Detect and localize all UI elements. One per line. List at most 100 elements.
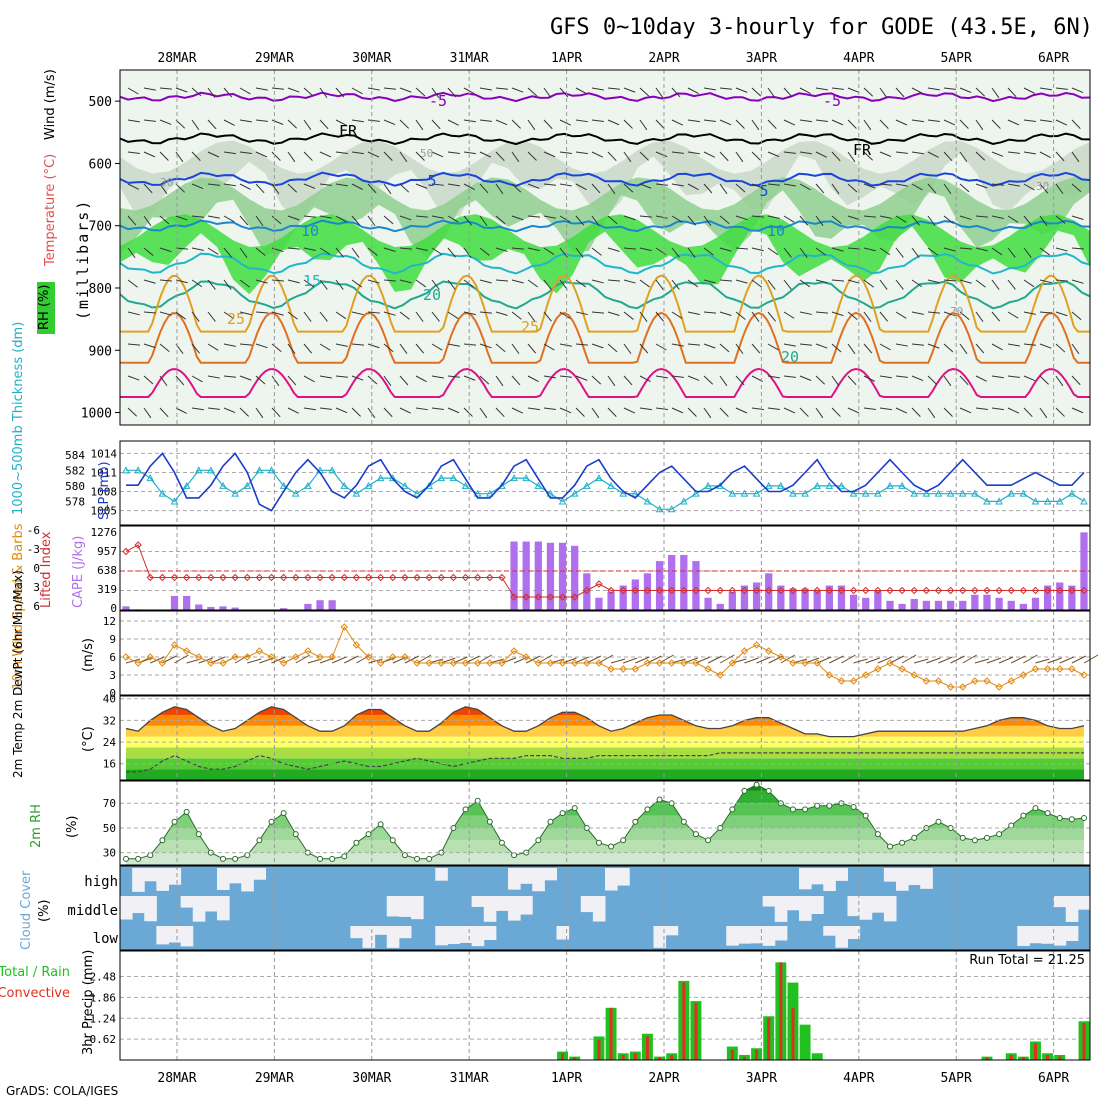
wind-barb <box>703 247 714 256</box>
cape-bar <box>995 597 1003 610</box>
wind-barb <box>847 311 858 320</box>
wind-barb <box>351 183 363 190</box>
rh-point <box>850 803 857 810</box>
cloud-gap <box>617 868 630 886</box>
li-point <box>1080 586 1088 595</box>
wind-barb <box>703 375 714 385</box>
wind-barb <box>335 151 348 155</box>
wind-barb <box>287 343 296 355</box>
wind-barb <box>863 311 872 322</box>
wind-barb <box>1039 407 1048 419</box>
wind-barb <box>767 151 780 158</box>
convective-precip-bar <box>658 1057 662 1060</box>
upper-air-labels: RH (%) Temperature (°C) Wind (m/s) (mill… <box>37 69 92 334</box>
wind-barb <box>1023 151 1036 155</box>
cloud-gap <box>1029 926 1042 944</box>
wind-barb <box>247 658 262 664</box>
wind-barb <box>607 87 620 90</box>
wind-barb <box>527 375 539 383</box>
wind-barb <box>914 658 929 664</box>
cape-bar <box>862 597 870 610</box>
wind-barb <box>207 119 217 130</box>
wind-barb <box>841 654 856 664</box>
wind-barb <box>831 247 844 252</box>
wind-barb <box>479 279 492 284</box>
cloud-gap <box>168 868 182 885</box>
wind-barb <box>404 655 420 664</box>
wind-barb <box>447 279 456 290</box>
cloud-gap <box>120 896 133 920</box>
wind-barb <box>287 215 300 221</box>
wind-barb <box>239 311 252 316</box>
wind-barb <box>479 87 492 91</box>
rh-point <box>1081 815 1087 822</box>
wind-barb <box>1023 183 1035 191</box>
cape-bar <box>704 597 712 610</box>
wind-barb <box>319 279 328 290</box>
wind-barb <box>1055 375 1064 387</box>
wind-barb <box>351 407 361 417</box>
cape-tick: 638 <box>97 564 117 577</box>
wind-barb <box>271 183 280 195</box>
wind-barb <box>127 247 136 258</box>
rh-point <box>632 818 639 825</box>
wind-barb <box>623 87 636 93</box>
wind-barb <box>159 215 170 225</box>
wind-barb <box>287 119 298 129</box>
wind-barb <box>591 311 604 314</box>
cloud-gap <box>1065 896 1079 922</box>
wind-barb <box>943 279 956 282</box>
convective-precip-bar <box>755 1049 759 1060</box>
cloud-gap <box>217 896 230 921</box>
wind-barb <box>479 407 488 419</box>
rh-point <box>705 837 712 844</box>
li-tick: 3 <box>33 581 40 594</box>
wind-barb <box>383 375 392 387</box>
wind-barb <box>623 215 636 221</box>
wind-barb <box>351 151 364 155</box>
wind-barb <box>1023 87 1035 94</box>
wind-barb <box>271 119 284 125</box>
wind-barb <box>639 279 651 288</box>
wind-barb <box>815 215 824 226</box>
panel-frame <box>119 525 1091 611</box>
wind-barb <box>575 119 588 123</box>
total-rain-label: Total / Rain <box>0 965 70 980</box>
wind-barb <box>223 119 235 126</box>
temp-band <box>126 725 1084 737</box>
rh-point <box>317 855 324 862</box>
wind-barb <box>447 183 460 187</box>
wind-barb <box>607 119 620 126</box>
wind-barb <box>271 151 281 161</box>
wind-barb <box>1007 151 1020 154</box>
wind-barb <box>287 151 296 163</box>
cape-bar <box>231 607 239 610</box>
cape-bar <box>849 594 858 610</box>
cape-bar <box>219 606 227 610</box>
wind-barb <box>1071 215 1084 220</box>
wind-barb <box>479 183 489 194</box>
wind-barb <box>479 375 490 385</box>
wind-barb <box>911 151 924 155</box>
wind-barb <box>815 119 828 123</box>
wind-barb <box>943 87 956 90</box>
wind-barb <box>831 311 844 317</box>
wind-barb <box>175 87 188 93</box>
wind-barb <box>1039 151 1051 158</box>
precip-tick: 1.24 <box>90 1012 117 1025</box>
wind-barb <box>847 247 860 250</box>
wind-barb <box>559 183 572 187</box>
rh-point <box>159 837 166 844</box>
wind-barb <box>303 215 316 218</box>
thickness-point <box>558 497 567 505</box>
wind-tick: 0 <box>109 687 116 700</box>
cape-bar <box>546 542 555 610</box>
wind-barb <box>431 215 444 219</box>
dewpoint-line <box>126 752 1084 773</box>
cloud-gap <box>1065 926 1079 941</box>
wind-barb <box>335 183 348 187</box>
wind-barb <box>447 151 460 154</box>
wind-speed-point <box>243 653 251 661</box>
wind-barb <box>719 279 732 282</box>
wind-barb <box>847 183 858 193</box>
